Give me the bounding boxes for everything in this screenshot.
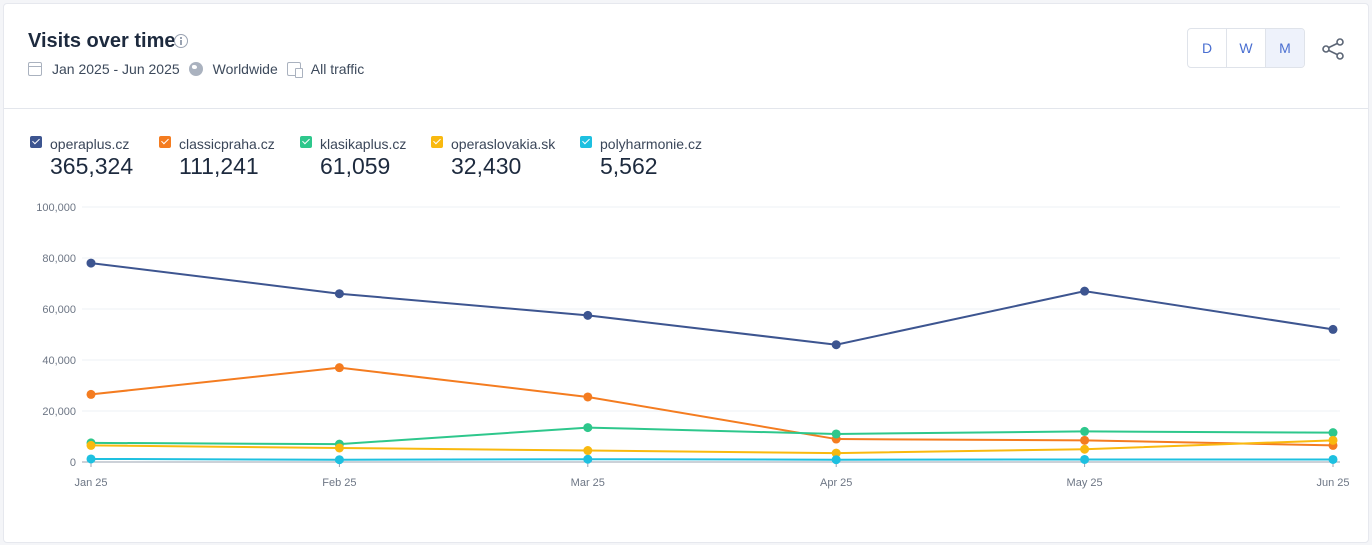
legend-label: operaslovakia.sk — [451, 136, 556, 152]
data-point[interactable] — [334, 363, 344, 373]
period-day-button[interactable]: D — [1188, 29, 1227, 67]
legend-total: 365,324 — [50, 153, 134, 179]
visits-card: Visits over time Jan 2025 - Jun 2025 Wor… — [3, 3, 1369, 543]
data-point[interactable] — [583, 454, 593, 464]
y-tick-label: 40,000 — [42, 355, 76, 367]
x-tick-label: May 25 — [1067, 477, 1103, 489]
legend-total: 32,430 — [451, 153, 522, 179]
data-point[interactable] — [1328, 454, 1338, 464]
legend-label: classicpraha.cz — [179, 136, 275, 152]
data-point[interactable] — [334, 443, 344, 453]
data-point[interactable] — [583, 446, 593, 456]
data-point[interactable] — [1328, 324, 1338, 334]
info-icon[interactable] — [174, 34, 188, 48]
data-point[interactable] — [1328, 435, 1338, 445]
data-point[interactable] — [86, 258, 96, 268]
data-point[interactable] — [1080, 454, 1090, 464]
y-tick-label: 20,000 — [42, 406, 76, 418]
data-point[interactable] — [831, 429, 841, 439]
series-line — [90, 439, 1334, 455]
data-point[interactable] — [1080, 435, 1090, 445]
devices-icon — [286, 62, 303, 78]
period-week-button[interactable]: W — [1227, 29, 1266, 67]
y-tick-label: 100,000 — [36, 202, 76, 214]
period-month-button[interactable]: M — [1266, 29, 1304, 67]
data-point[interactable] — [831, 340, 841, 350]
legend-total: 61,059 — [320, 153, 391, 179]
data-point[interactable] — [583, 423, 593, 433]
data-point[interactable] — [86, 440, 96, 450]
data-point[interactable] — [334, 455, 344, 465]
data-point[interactable] — [1080, 286, 1090, 296]
data-point[interactable] — [831, 448, 841, 458]
legend-label: operaplus.cz — [50, 136, 130, 152]
legend-label: polyharmonie.cz — [600, 136, 702, 152]
x-tick-label: Mar 25 — [571, 477, 605, 489]
legend-checkbox[interactable] — [159, 136, 171, 148]
x-tick-label: Jan 25 — [74, 477, 107, 489]
calendar-icon — [28, 62, 42, 76]
series-line — [90, 262, 1334, 346]
data-point[interactable] — [1328, 428, 1338, 438]
data-point[interactable] — [583, 310, 593, 320]
x-tick-label: Feb 25 — [322, 477, 356, 489]
card-header: Visits over time Jan 2025 - Jun 2025 Wor… — [4, 4, 1368, 109]
region[interactable]: Worldwide — [212, 61, 278, 77]
data-point[interactable] — [583, 392, 593, 402]
traffic-type[interactable]: All traffic — [310, 61, 365, 77]
data-point[interactable] — [1080, 444, 1090, 454]
data-point[interactable] — [86, 454, 96, 464]
page-title: Visits over time — [28, 30, 176, 52]
legend-total: 5,562 — [600, 153, 658, 179]
data-point[interactable] — [831, 455, 841, 465]
y-tick-label: 60,000 — [42, 304, 76, 316]
period-toggle: D W M — [1187, 28, 1305, 68]
x-tick-label: Jun 25 — [1316, 477, 1349, 489]
filter-meta: Jan 2025 - Jun 2025 Worldwide All traffi… — [28, 61, 373, 78]
date-range[interactable]: Jan 2025 - Jun 2025 — [52, 61, 180, 77]
y-tick-label: 80,000 — [42, 253, 76, 265]
share-icon[interactable] — [1320, 36, 1346, 62]
series-line — [90, 457, 1333, 461]
y-tick-label: 0 — [70, 457, 76, 469]
legend-checkbox[interactable] — [431, 136, 443, 148]
data-point[interactable] — [1080, 426, 1090, 436]
x-tick-label: Apr 25 — [820, 477, 852, 489]
legend-label: klasikaplus.cz — [320, 136, 407, 152]
globe-icon — [188, 62, 203, 76]
legend-total: 111,241 — [179, 153, 259, 179]
series-line — [90, 366, 1334, 447]
legend-checkbox[interactable] — [30, 136, 42, 148]
legend-checkbox[interactable] — [300, 136, 312, 148]
data-point[interactable] — [86, 389, 96, 399]
series-line — [90, 426, 1334, 446]
legend-checkbox[interactable] — [580, 136, 592, 148]
data-point[interactable] — [334, 289, 344, 299]
